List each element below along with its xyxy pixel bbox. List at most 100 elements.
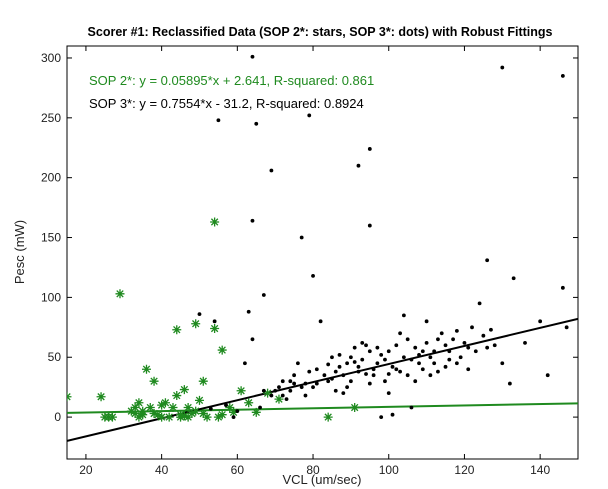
x-tick-label: 80 bbox=[306, 463, 320, 477]
sop2-star-point bbox=[217, 345, 227, 355]
sop3-dot-point bbox=[375, 345, 380, 350]
sop3-fit-annotation: SOP 3*: y = 0.7554*x - 31.2, R-squared: … bbox=[89, 96, 364, 111]
sop3-dot-point bbox=[246, 309, 251, 314]
y-tick-label: 0 bbox=[54, 410, 61, 424]
sop3-dot-point bbox=[341, 391, 346, 396]
sop2-star-point bbox=[172, 391, 182, 401]
sop2-star-point bbox=[202, 412, 212, 422]
sop3-dot-point bbox=[420, 349, 425, 354]
sop2-star-point bbox=[263, 388, 273, 398]
sop3-dot-point bbox=[383, 379, 387, 384]
y-tick-label: 50 bbox=[48, 350, 62, 364]
sop2-star-point bbox=[194, 395, 204, 405]
sop2-star-point bbox=[179, 385, 189, 395]
sop3-dot-point bbox=[367, 381, 372, 386]
sop3-dot-point bbox=[284, 397, 289, 402]
sop3-dot-point bbox=[288, 388, 293, 393]
sop3-fit-line bbox=[67, 317, 578, 442]
sop2-star-point bbox=[130, 403, 140, 413]
sop3-dot-point bbox=[303, 393, 308, 398]
sop3-dot-point bbox=[337, 364, 342, 369]
sop3-dot-point bbox=[545, 373, 550, 378]
sop3-dot-point bbox=[292, 373, 297, 378]
sop2-star-point bbox=[134, 412, 144, 422]
sop3-dot-point bbox=[477, 301, 482, 306]
sop3-dot-point bbox=[364, 343, 368, 348]
sop3-dot-point bbox=[405, 373, 410, 378]
sop3-dot-point bbox=[333, 369, 338, 374]
sop3-dot-point bbox=[367, 223, 372, 228]
sop2-star-point bbox=[141, 364, 151, 374]
sop2-star-point bbox=[210, 324, 220, 334]
sop3-dot-point bbox=[371, 367, 376, 372]
sop2-star-point bbox=[168, 403, 178, 413]
sop2-star-point bbox=[134, 398, 144, 408]
sop3-dot-point bbox=[367, 147, 372, 151]
sop3-dot-point bbox=[398, 331, 402, 336]
sop3-dot-point bbox=[197, 312, 202, 317]
sop2-star-point bbox=[157, 400, 167, 410]
sop3-dot-point bbox=[564, 325, 569, 330]
sop2-star-point bbox=[213, 412, 223, 422]
sop3-dot-point bbox=[492, 343, 497, 348]
sop2-star-point bbox=[236, 386, 246, 396]
sop3-dot-point bbox=[250, 218, 255, 223]
sop3-dot-point bbox=[348, 355, 353, 360]
sop3-dot-point bbox=[243, 361, 247, 366]
sop3-dot-point bbox=[417, 361, 421, 366]
sop3-dot-point bbox=[360, 357, 365, 362]
sop3-dot-point bbox=[326, 379, 331, 384]
y-tick-label: 150 bbox=[41, 231, 61, 245]
sop3-dot-point bbox=[360, 340, 365, 345]
sop3-dot-point bbox=[295, 361, 300, 366]
sop2-star-point bbox=[164, 412, 174, 422]
sop3-dot-point bbox=[269, 168, 274, 173]
sop3-dot-point bbox=[348, 379, 353, 384]
sop2-star-point bbox=[138, 406, 148, 416]
axis-ticks: 20 40 60 80 100 120 140 0 50 100 150 200 250 300 bbox=[41, 46, 578, 477]
sop2-star-point bbox=[210, 217, 220, 227]
sop3-dot-point bbox=[447, 357, 452, 362]
sop3-dot-point bbox=[436, 337, 440, 342]
sop3-dot-point bbox=[261, 388, 266, 393]
sop2-star-point bbox=[244, 398, 254, 408]
sop3-dot-point bbox=[345, 385, 350, 390]
x-tick-label: 20 bbox=[79, 463, 93, 477]
sop3-dot-point bbox=[330, 376, 334, 381]
sop3-dot-point bbox=[356, 369, 361, 374]
sop3-dot-point bbox=[341, 373, 346, 378]
x-tick-label: 120 bbox=[454, 463, 474, 477]
sop2-star-point bbox=[183, 412, 193, 422]
y-axis-label: Pesc (mW) bbox=[12, 220, 27, 284]
sop3-dot-point bbox=[288, 379, 293, 384]
sop3-dot-point bbox=[250, 337, 255, 342]
sop3-dot-point bbox=[386, 372, 391, 376]
sop3-dot-point bbox=[292, 381, 297, 386]
sop3-dot-point bbox=[261, 293, 266, 297]
sop3-dot-point bbox=[314, 381, 319, 386]
plot-area bbox=[66, 45, 579, 460]
sop3-dot-point bbox=[447, 349, 452, 354]
sop2-star-point bbox=[176, 412, 186, 422]
sop3-dot-point bbox=[212, 319, 217, 324]
sop3-dot-point bbox=[485, 258, 490, 263]
sop3-dot-point bbox=[258, 405, 262, 410]
sop3-dot-point bbox=[424, 319, 429, 324]
sop3-dot-point bbox=[500, 361, 505, 366]
plot-content bbox=[67, 54, 578, 442]
sop3-dot-point bbox=[481, 333, 486, 338]
sop3-dot-point bbox=[511, 276, 516, 281]
sop3-dot-point bbox=[409, 405, 414, 410]
sop2-star-point bbox=[107, 412, 117, 422]
sop3-dot-point bbox=[383, 357, 387, 362]
sop3-dot-point bbox=[473, 349, 478, 354]
sop2-star-point bbox=[191, 319, 201, 329]
sop2-star-point bbox=[183, 403, 193, 413]
sop3-dot-point bbox=[424, 340, 429, 345]
sop3-dot-point bbox=[466, 367, 471, 372]
sop3-dot-point bbox=[439, 331, 444, 336]
sop3-dot-point bbox=[560, 285, 565, 290]
sop2-star-point bbox=[187, 409, 197, 419]
sop3-dot-point bbox=[379, 415, 384, 420]
sop2-star-point bbox=[145, 403, 155, 413]
